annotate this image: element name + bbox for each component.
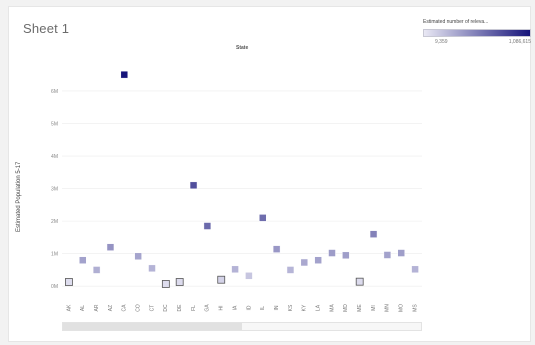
legend-max-label: 1,086,615 bbox=[508, 39, 531, 45]
x-tick-label: GA bbox=[205, 304, 211, 312]
data-point bbox=[175, 278, 184, 286]
x-tick-label: IN bbox=[274, 305, 280, 310]
column-header: State bbox=[236, 45, 249, 51]
x-tick-label: AR bbox=[94, 304, 100, 311]
x-tick-label: CO bbox=[135, 304, 141, 312]
legend-gradient-bar bbox=[423, 29, 531, 37]
x-tick-label: HI bbox=[219, 306, 225, 311]
data-point bbox=[148, 264, 156, 273]
x-tick-label: MA bbox=[329, 304, 335, 312]
data-point bbox=[134, 252, 142, 261]
x-tick-label: CT bbox=[149, 305, 155, 312]
data-point bbox=[203, 222, 212, 230]
data-point bbox=[79, 256, 87, 264]
data-point bbox=[272, 245, 281, 253]
x-tick-label: KY bbox=[302, 304, 308, 311]
data-point bbox=[286, 266, 295, 274]
data-point bbox=[314, 256, 322, 264]
data-point bbox=[120, 70, 129, 79]
x-tick-label: KS bbox=[288, 304, 294, 311]
horizontal-scrollbar[interactable] bbox=[62, 322, 422, 331]
data-point bbox=[106, 243, 115, 251]
x-tick-label: AK bbox=[66, 304, 72, 311]
y-tick-label: 3M bbox=[51, 187, 58, 193]
scrollbar-thumb[interactable] bbox=[63, 323, 242, 330]
x-tick-label: MN bbox=[385, 304, 391, 312]
x-tick-label: IL bbox=[260, 306, 266, 310]
x-tick-label: MS bbox=[412, 304, 418, 312]
y-tick-label: 1M bbox=[51, 252, 58, 258]
data-point bbox=[92, 266, 101, 274]
x-tick-label: IA bbox=[232, 305, 238, 310]
data-point bbox=[355, 277, 364, 286]
legend-min-label: 9,359 bbox=[435, 39, 448, 45]
sheet-title: Sheet 1 bbox=[23, 21, 70, 36]
data-point bbox=[300, 258, 309, 267]
data-point bbox=[217, 275, 226, 284]
data-point bbox=[328, 249, 336, 257]
x-tick-label: MI bbox=[371, 305, 377, 311]
x-tick-label: DC bbox=[163, 304, 169, 312]
x-tick-label: MD bbox=[343, 304, 349, 312]
color-legend[interactable]: Estimated number of releva... 9,359 1,08… bbox=[423, 19, 531, 47]
data-point bbox=[189, 181, 198, 190]
x-tick-label: FL bbox=[191, 305, 197, 311]
x-tick-label: ME bbox=[357, 304, 363, 312]
data-point bbox=[369, 230, 378, 238]
y-tick-label: 0M bbox=[51, 284, 58, 290]
x-tick-label: MO bbox=[399, 304, 405, 312]
data-point bbox=[397, 249, 405, 257]
data-point bbox=[245, 272, 253, 280]
x-tick-label: DE bbox=[177, 304, 183, 312]
y-tick-label: 4M bbox=[51, 154, 58, 160]
x-tick-label: AZ bbox=[108, 305, 114, 311]
x-tick-label: CA bbox=[122, 304, 128, 312]
x-tick-label: AL bbox=[80, 305, 86, 311]
y-tick-label: 2M bbox=[51, 219, 58, 225]
data-point bbox=[383, 251, 392, 259]
data-point bbox=[259, 214, 267, 222]
data-point bbox=[231, 265, 239, 274]
x-tick-label: LA bbox=[315, 304, 321, 311]
data-point bbox=[342, 251, 350, 260]
data-point bbox=[65, 278, 73, 286]
data-point bbox=[411, 265, 419, 274]
x-tick-label: ID bbox=[246, 305, 252, 310]
legend-title: Estimated number of releva... bbox=[423, 19, 489, 25]
data-point bbox=[161, 280, 170, 288]
y-tick-label: 5M bbox=[51, 121, 58, 127]
y-tick-label: 6M bbox=[51, 89, 58, 95]
